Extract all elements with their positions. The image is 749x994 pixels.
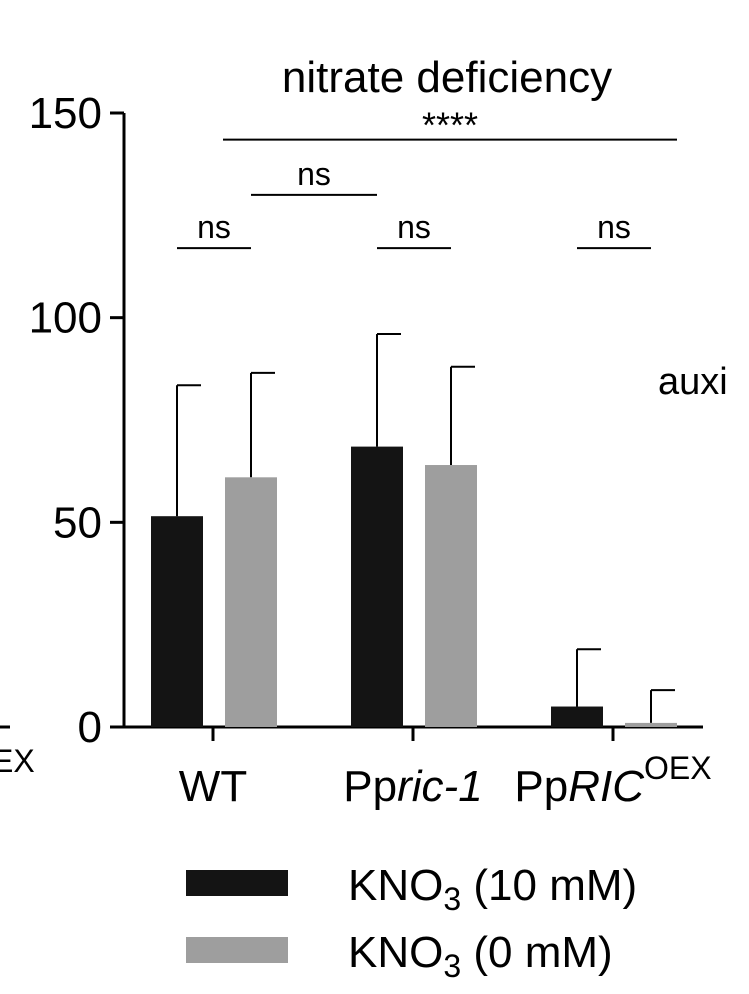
- x-axis: WT Ppric-1 PpRICOEX: [124, 725, 712, 811]
- legend-swatch: [186, 870, 288, 896]
- right-edge-fragment: auxi: [658, 361, 728, 403]
- x-tick-label: PpRICOEX: [514, 750, 711, 811]
- legend-swatch: [186, 937, 288, 963]
- significance-annotations: ns ns ns ns ****: [177, 105, 677, 250]
- significance-label: ns: [197, 209, 231, 245]
- y-tick-label: 50: [53, 498, 102, 547]
- significance-label: ****: [422, 105, 478, 146]
- bar: [351, 446, 403, 727]
- significance-label: ns: [597, 209, 631, 245]
- legend: KNO3 (10 mM) KNO3 (0 mM): [186, 861, 637, 984]
- left-edge-fragment: EX: [0, 743, 35, 779]
- legend-label: KNO3 (0 mM): [348, 928, 613, 984]
- bars: [151, 446, 677, 727]
- y-tick-label: 0: [78, 703, 102, 752]
- y-tick-label: 150: [29, 89, 102, 138]
- bar: [551, 706, 603, 727]
- legend-label: KNO3 (10 mM): [348, 861, 637, 917]
- y-axis: 0 50 100 150: [29, 89, 126, 752]
- significance-label: ns: [297, 156, 331, 192]
- bar: [425, 465, 477, 727]
- bar: [151, 516, 203, 727]
- chart-title: nitrate deficiency: [282, 53, 612, 102]
- bar: [625, 722, 677, 727]
- y-tick-label: 100: [29, 294, 102, 343]
- significance-label: ns: [397, 209, 431, 245]
- x-tick-label: Ppric-1: [343, 762, 482, 811]
- x-tick-label: WT: [179, 762, 247, 811]
- bar: [225, 477, 277, 727]
- error-bars: [176, 333, 675, 723]
